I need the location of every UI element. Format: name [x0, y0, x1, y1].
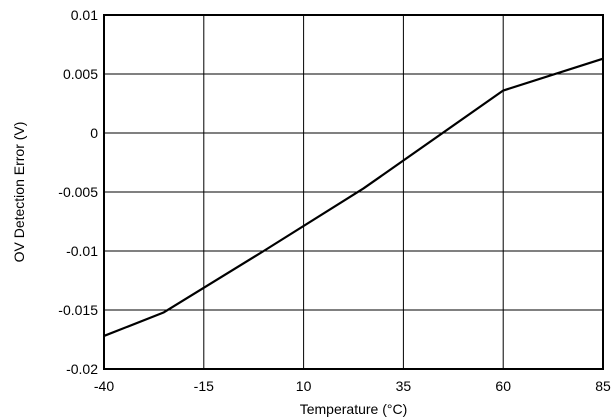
series-line [103, 57, 604, 337]
series-group [103, 57, 604, 337]
y-axis-label: OV Detection Error (V) [11, 122, 27, 263]
x-tick-label: -15 [194, 378, 214, 394]
x-tick-label: 85 [595, 378, 611, 394]
x-axis-label: Temperature (°C) [300, 401, 408, 417]
y-tick-label: -0.01 [66, 243, 98, 259]
x-tick-label: -40 [94, 378, 114, 394]
grid-lines [104, 15, 603, 369]
x-tick-label: 35 [396, 378, 412, 394]
plot-frame [103, 14, 604, 370]
y-tick-label: -0.02 [66, 361, 98, 377]
x-tick-label: 60 [495, 378, 511, 394]
y-tick-label: -0.015 [58, 302, 98, 318]
y-tick-labels: 0.01 0.005 0 -0.005 -0.01 -0.015 -0.02 [58, 7, 98, 377]
y-tick-label: 0.01 [71, 7, 98, 23]
y-tick-label: 0.005 [63, 66, 98, 82]
x-tick-labels: -40 -15 10 35 60 85 [94, 378, 611, 394]
y-tick-label: -0.005 [58, 184, 98, 200]
x-tick-label: 10 [296, 378, 312, 394]
y-tick-label: 0 [90, 125, 98, 141]
